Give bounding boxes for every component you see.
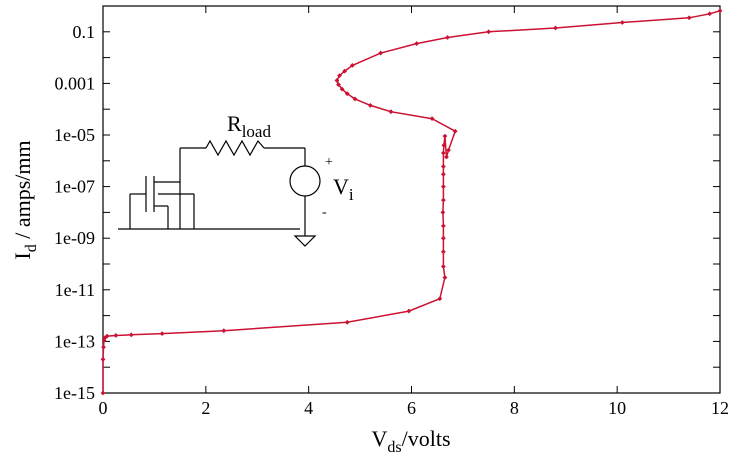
series-point	[440, 210, 446, 215]
series-point	[440, 264, 446, 269]
series-point	[429, 116, 435, 122]
series-point	[445, 35, 450, 40]
series-point	[388, 109, 394, 115]
x-axis-label-main: V	[371, 426, 387, 451]
y-tick-label: 1e-05	[54, 125, 95, 145]
x-tick-label: 0	[99, 398, 108, 418]
x-tick-label: 2	[201, 398, 210, 418]
series-point	[159, 331, 165, 337]
series-point	[619, 20, 625, 25]
series-point	[444, 154, 449, 160]
series-point	[446, 147, 451, 153]
source-minus-sign: -	[322, 205, 327, 220]
series-point	[442, 275, 448, 280]
series-point	[441, 142, 447, 148]
series-point	[221, 328, 227, 334]
source-label-main: V	[333, 174, 349, 199]
load-resistor	[205, 139, 265, 157]
series-point	[344, 91, 350, 97]
series-point	[100, 390, 106, 396]
y-tick-label: 1e-11	[55, 280, 95, 300]
x-axis-label: Vds/volts	[371, 426, 450, 456]
y-axis-ticks: 0.1 0.001 1e-05 1e-07 1e-09 1e-11 1e-13 1e-15	[54, 5, 720, 403]
series-point	[367, 103, 373, 108]
series-point	[440, 223, 446, 229]
series-point	[686, 15, 692, 21]
series-point	[334, 78, 340, 83]
y-tick-label: 1e-09	[54, 228, 95, 248]
series-point	[104, 333, 110, 339]
x-tick-label: 10	[608, 398, 626, 418]
x-axis-ticks: 0 2 4 6 8 10 12	[99, 6, 729, 418]
series-layer	[100, 8, 723, 396]
series-point	[337, 73, 342, 79]
series-point	[101, 344, 106, 350]
source-label-sub: i	[349, 185, 354, 204]
y-axis-label-suffix: / amps/mm	[10, 140, 35, 244]
y-tick-label: 1e-07	[54, 177, 95, 197]
resistor-label-main: R	[227, 111, 242, 136]
series-point	[707, 11, 713, 17]
series-point	[100, 357, 106, 362]
series-point	[406, 308, 412, 314]
series-point	[113, 333, 119, 338]
series-point	[440, 184, 446, 189]
x-tick-label: 6	[407, 398, 416, 418]
series-point	[128, 332, 134, 338]
series-point	[440, 171, 446, 177]
series-point	[452, 128, 458, 134]
y-tick-label: 0.1	[73, 22, 96, 42]
resistor-label-sub: load	[242, 122, 272, 141]
series-point	[336, 82, 341, 87]
series-point	[342, 68, 348, 74]
resistor-label: Rload	[227, 111, 271, 141]
circuit-schematic	[118, 139, 321, 247]
x-axis-label-sub: ds	[387, 439, 401, 456]
ground-icon	[293, 235, 317, 247]
y-tick-label: 0.001	[55, 73, 96, 93]
x-tick-label: 4	[304, 398, 313, 418]
source-label: Vi	[333, 174, 354, 204]
series-point	[553, 25, 558, 31]
y-tick-label: 1e-13	[54, 331, 95, 351]
series-point	[440, 249, 446, 255]
series-point	[717, 8, 723, 14]
voltage-source	[289, 165, 321, 197]
series-point	[440, 197, 446, 203]
y-axis-label-sub: d	[23, 244, 40, 252]
series-point	[352, 96, 358, 102]
series-point	[339, 86, 345, 92]
series-line	[102, 10, 721, 393]
y-tick-label: 1e-15	[54, 383, 95, 403]
series-point	[349, 62, 355, 68]
series-point	[440, 235, 446, 241]
series-point	[486, 29, 492, 35]
x-tick-label: 12	[711, 398, 729, 418]
series-point	[378, 50, 384, 56]
y-axis-label: Id / amps/mm	[10, 140, 40, 259]
series-point	[440, 150, 446, 156]
series-point	[414, 41, 420, 46]
series-point	[440, 164, 446, 169]
x-axis-label-suffix: /volts	[402, 426, 451, 451]
y-axis-label-main: I	[10, 252, 35, 259]
source-plus-sign: +	[325, 155, 333, 170]
plot-frame	[102, 5, 721, 394]
series-point	[442, 133, 448, 139]
series-point	[437, 296, 443, 302]
series-point	[344, 319, 350, 325]
x-tick-label: 8	[510, 398, 519, 418]
